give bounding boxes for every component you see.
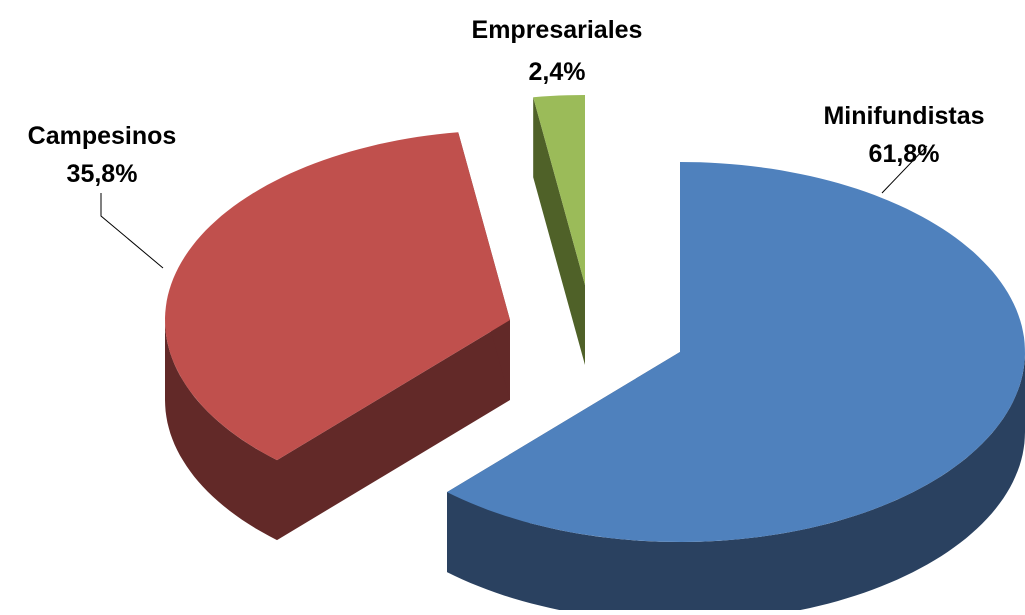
slice-label-empresariales: Empresariales <box>472 16 643 44</box>
slice-minifundistas <box>447 162 1025 542</box>
slice-empresariales <box>533 95 585 285</box>
slice-cut-face-empresariales-0 <box>533 97 585 365</box>
slice-side-empresariales <box>533 97 585 365</box>
slice-campesinos <box>165 132 510 461</box>
slice-label-minifundistas: Minifundistas <box>823 102 984 130</box>
leader-lines <box>100 145 928 269</box>
slice-value-campesinos: 35,8% <box>67 160 138 188</box>
data-labels: Minifundistas 61,8% Campesinos 35,8% Emp… <box>28 16 985 188</box>
slice-cut-face-campesinos-0 <box>277 320 510 541</box>
slice-value-empresariales: 2,4% <box>529 58 586 86</box>
slice-wall-campesinos <box>165 320 277 541</box>
leader-line-minifundistas <box>881 145 928 194</box>
slice-wall-minifundistas <box>447 352 1025 615</box>
slice-value-minifundistas: 61,8% <box>869 140 940 168</box>
slice-tops <box>165 95 1025 542</box>
leader-line-campesinos <box>100 193 164 269</box>
slice-label-campesinos: Campesinos <box>28 122 177 150</box>
